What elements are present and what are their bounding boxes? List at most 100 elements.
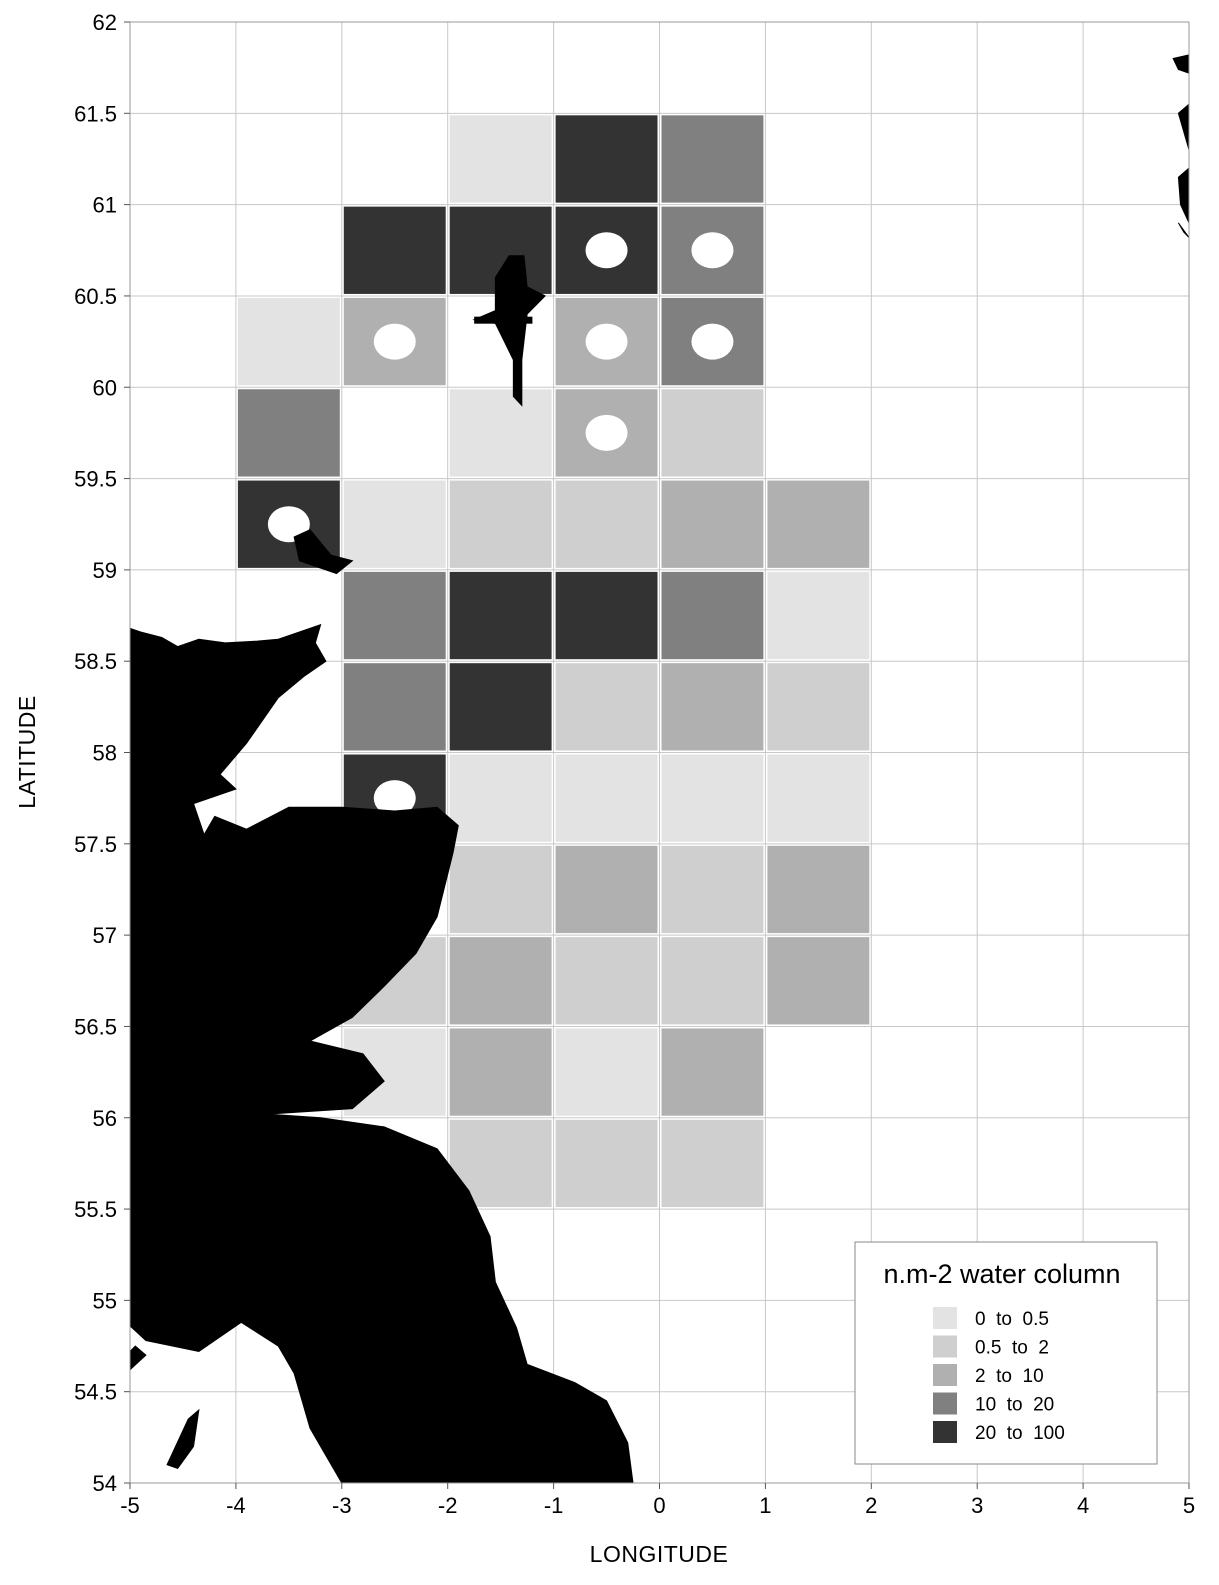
density-cell (449, 1028, 552, 1116)
y-tick-label: 56 (93, 1106, 117, 1131)
density-cell (661, 571, 764, 660)
station-marker (691, 232, 734, 269)
density-cell (661, 663, 764, 751)
density-cell (449, 115, 552, 203)
legend-swatch (933, 1364, 957, 1386)
legend-entries: 0 to 0.5 0.5 to 2 2 to 10 10 to 20 20 to 100 (933, 1307, 1065, 1444)
land-norway-coast (1177, 222, 1190, 238)
density-cell (767, 480, 870, 568)
y-tick-label: 59 (93, 558, 117, 583)
density-cell (449, 754, 552, 842)
station-marker (585, 232, 628, 269)
density-cell (555, 115, 658, 203)
y-tick-label: 59.5 (74, 467, 117, 492)
x-tick-label: -1 (544, 1493, 564, 1518)
y-axis-title: LATITUDE (14, 695, 40, 808)
tick-labels: -5 -4 -3 -2 -1 0 1 2 3 4 5 62 61.5 61 60.5 60 59.5 59 58.5… (74, 10, 1195, 1518)
legend-title: n.m-2 water column (883, 1259, 1120, 1289)
station-marker (585, 414, 628, 451)
x-tick-label: 3 (971, 1493, 983, 1518)
y-tick-label: 56.5 (74, 1014, 117, 1039)
density-cell (237, 389, 340, 477)
station-marker (691, 323, 734, 360)
x-tick-label: 4 (1077, 1493, 1089, 1518)
density-cell (555, 845, 658, 934)
density-cell (767, 845, 870, 934)
density-cell (449, 480, 552, 568)
density-cell (661, 845, 764, 934)
land-norway-coast (1172, 54, 1190, 74)
density-cell (449, 571, 552, 660)
density-cell (767, 754, 870, 842)
x-tick-label: 1 (759, 1493, 771, 1518)
station-marker (585, 323, 628, 360)
density-cell (449, 389, 552, 477)
y-tick-label: 55.5 (74, 1197, 117, 1222)
density-cell (555, 663, 658, 751)
station-marker (267, 506, 310, 543)
land-isle-of-man (166, 1408, 200, 1469)
x-tick-label: -5 (120, 1493, 140, 1518)
density-cell (767, 571, 870, 660)
density-cell (555, 571, 658, 660)
density-cell (237, 297, 340, 386)
density-cell (661, 1119, 764, 1208)
y-tick-label: 55 (93, 1288, 117, 1313)
density-cell (555, 754, 658, 842)
legend-entry-label: 0.5 to 2 (975, 1338, 1049, 1359)
density-cell (449, 937, 552, 1025)
legend-entry-label: 10 to 20 (975, 1395, 1054, 1416)
x-tick-label: 5 (1183, 1493, 1195, 1518)
x-tick-label: 2 (865, 1493, 877, 1518)
y-tick-label: 60.5 (74, 284, 117, 309)
y-tick-label: 60 (93, 375, 117, 400)
y-tick-label: 61 (93, 193, 117, 218)
density-cell (343, 571, 446, 660)
legend-entry-label: 0 to 0.5 (975, 1309, 1049, 1330)
density-cell (449, 663, 552, 751)
station-marker (373, 780, 416, 817)
legend-entry-label: 20 to 100 (975, 1423, 1065, 1444)
density-cell (661, 937, 764, 1025)
x-tick-label: 0 (653, 1493, 665, 1518)
land-norway-coast (1177, 103, 1190, 150)
legend-entry-label: 2 to 10 (975, 1366, 1044, 1387)
land-island (129, 1345, 147, 1371)
density-cell (343, 663, 446, 751)
station-marker (373, 323, 416, 360)
legend: n.m-2 water column 0 to 0.5 0.5 to 2 2 to … (854, 1241, 1158, 1465)
y-tick-label: 61.5 (74, 101, 117, 126)
legend-swatch (933, 1335, 957, 1358)
density-cell (449, 845, 552, 934)
density-cell (767, 937, 870, 1025)
y-tick-label: 58 (93, 741, 117, 766)
land-shetland (474, 316, 533, 324)
x-tick-label: -3 (332, 1493, 352, 1518)
legend-swatch (933, 1307, 957, 1329)
density-cell (555, 937, 658, 1025)
density-cell (661, 1028, 764, 1116)
legend-swatch (933, 1392, 957, 1415)
land-orkney (293, 529, 354, 575)
density-cell (555, 1119, 658, 1208)
density-cell (661, 480, 764, 568)
y-tick-label: 54.5 (74, 1380, 117, 1405)
density-cell (343, 206, 446, 294)
density-cell (343, 480, 446, 568)
y-tick-label: 57.5 (74, 832, 117, 857)
density-cell (555, 480, 658, 568)
x-tick-label: -4 (226, 1493, 246, 1518)
land-shetland (472, 255, 546, 407)
legend-swatch (933, 1421, 957, 1443)
y-tick-label: 57 (93, 923, 117, 948)
density-cell (661, 115, 764, 203)
x-axis-title: LONGITUDE (590, 1541, 729, 1567)
y-tick-label: 62 (93, 10, 117, 35)
legend-box (854, 1241, 1158, 1465)
density-cell (555, 1028, 658, 1116)
y-tick-label: 54 (93, 1471, 117, 1496)
density-cell (661, 389, 764, 477)
x-tick-label: -2 (438, 1493, 458, 1518)
density-cell (767, 663, 870, 751)
